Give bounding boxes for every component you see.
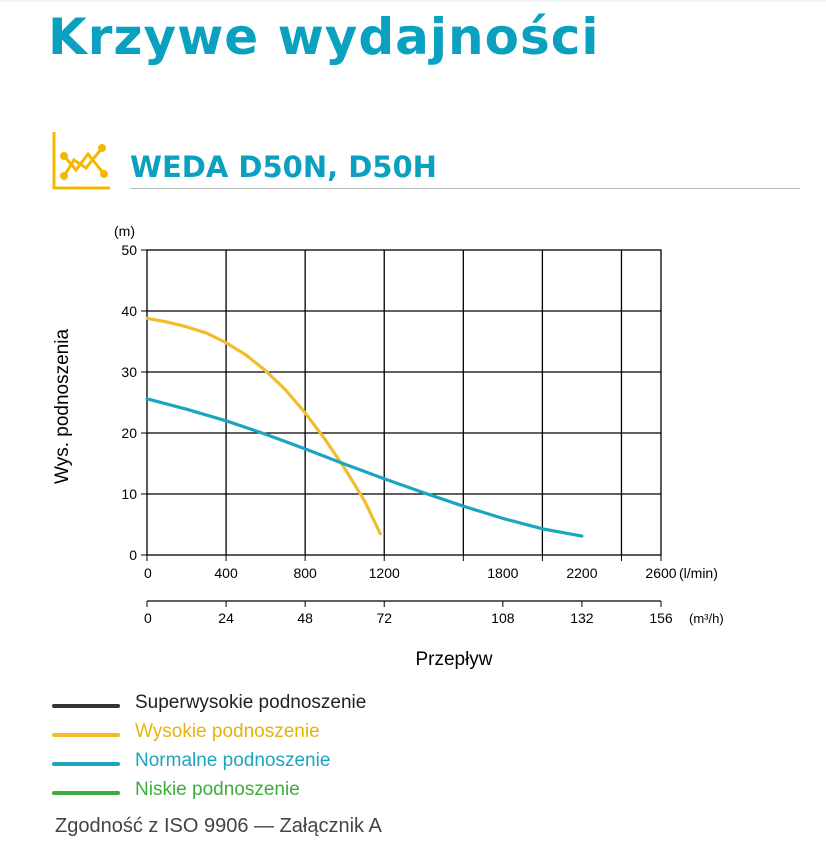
- x-tick-label: 0: [144, 565, 152, 581]
- series-line-wysokie-podnoszenie: [145, 316, 382, 536]
- x2-tick-label: 132: [570, 610, 594, 626]
- x-tick-label: 400: [214, 565, 238, 581]
- top-rule: [0, 0, 826, 2]
- section-divider: [130, 188, 800, 189]
- x2-tick-label: 108: [491, 610, 515, 626]
- x-tick-label: 2200: [566, 565, 597, 581]
- page-title: Krzywe wydajności: [48, 8, 600, 66]
- legend-swatch: [52, 762, 120, 766]
- plot-frame: [146, 249, 662, 556]
- legend-label: Niskie podnoszenie: [135, 779, 300, 800]
- y-tick-label: 20: [121, 425, 137, 441]
- x2-tick-label: 24: [218, 610, 234, 626]
- x-axis-title: Przepływ: [415, 649, 492, 670]
- y-tick-label: 10: [121, 486, 137, 502]
- y-tick-label: 30: [121, 364, 137, 380]
- x-tick-label: 1200: [369, 565, 400, 581]
- x2-tick-label: 156: [649, 610, 673, 626]
- x2-unit-label: (m³/h): [689, 611, 724, 626]
- x2-tick-label: 72: [376, 610, 392, 626]
- chart-line-icon: [52, 132, 110, 190]
- x-tick-label: 2600: [645, 565, 676, 581]
- section-title: WEDA D50N, D50H: [130, 150, 437, 184]
- legend-swatch: [52, 791, 120, 795]
- legend-swatch: [52, 704, 120, 708]
- y-tick-label: 50: [121, 242, 137, 258]
- legend-swatch: [52, 733, 120, 737]
- x-tick-label: 1800: [487, 565, 518, 581]
- y-axis-title: Wys. podnoszenia: [52, 329, 73, 485]
- performance-chart: 0 10 20 30 40 50 (m) Wys. podnoszenia 0 400 800 120…: [52, 223, 724, 670]
- y-tick-label: 40: [121, 303, 137, 319]
- legend-label: Normalne podnoszenie: [135, 750, 331, 771]
- series-line-normalne-podnoszenie: [145, 397, 584, 538]
- y-tick-label: 0: [129, 547, 137, 563]
- y-unit-label: (m): [114, 223, 135, 239]
- legend-label: Wysokie podnoszenie: [135, 721, 320, 742]
- iso-footnote: Zgodność z ISO 9906 — Załącznik A: [55, 815, 382, 837]
- legend-label: Superwysokie podnoszenie: [135, 692, 367, 713]
- x2-tick-label: 48: [297, 610, 313, 626]
- x-unit-label: (l/min): [679, 565, 718, 581]
- x2-tick-label: 0: [144, 610, 152, 626]
- x-tick-label: 800: [293, 565, 317, 581]
